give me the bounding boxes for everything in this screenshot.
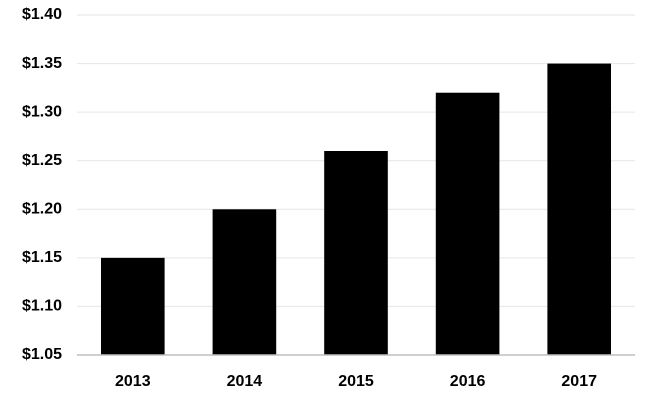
y-tick-label: $1.40 xyxy=(22,6,62,23)
bar xyxy=(212,209,277,355)
y-tick-label: $1.05 xyxy=(22,346,62,363)
y-tick-label: $1.20 xyxy=(22,201,62,218)
x-tick-label: 2014 xyxy=(227,373,263,390)
y-tick-label: $1.25 xyxy=(22,152,62,169)
x-tick-label: 2017 xyxy=(561,373,597,390)
y-tick-label: $1.30 xyxy=(22,103,62,120)
x-tick-label: 2016 xyxy=(450,373,486,390)
y-tick-label: $1.35 xyxy=(22,55,62,72)
bar xyxy=(100,257,165,355)
bar xyxy=(435,92,500,355)
bar xyxy=(324,151,388,355)
bar xyxy=(547,63,612,355)
y-tick-label: $1.15 xyxy=(22,249,62,266)
x-tick-label: 2013 xyxy=(115,373,151,390)
y-tick-label: $1.10 xyxy=(22,298,62,315)
x-tick-label: 2015 xyxy=(338,373,374,390)
